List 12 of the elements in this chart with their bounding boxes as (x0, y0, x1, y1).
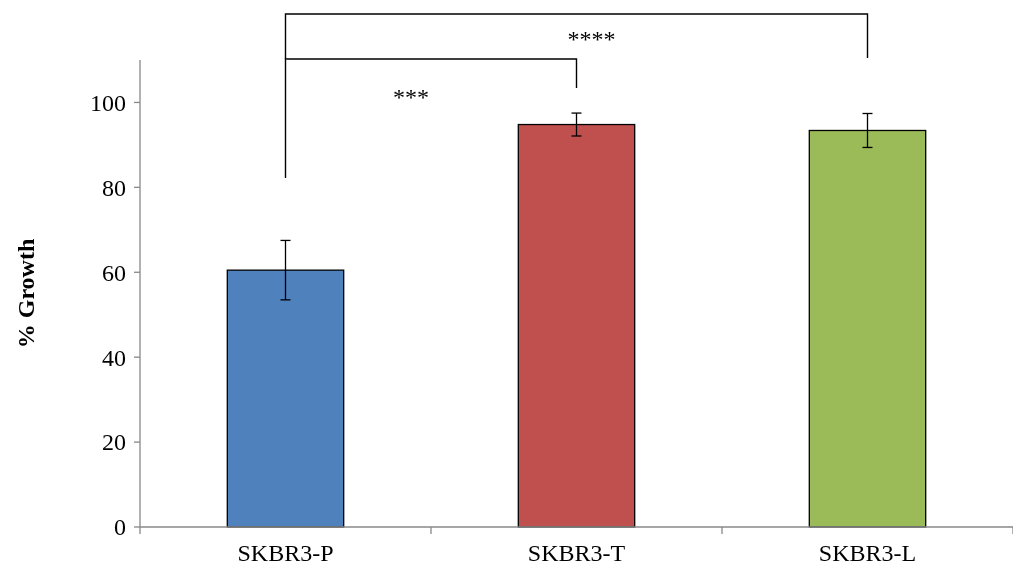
y-tick-label: 0 (114, 514, 126, 541)
y-tick-label: 100 (90, 89, 126, 116)
y-tick-label: 40 (102, 344, 126, 371)
x-tick-label: SKBR3-L (818, 540, 917, 566)
x-tick-label: SKBR3-T (527, 540, 626, 566)
y-tick-label: 60 (102, 259, 126, 286)
y-tick-label: 20 (102, 429, 126, 456)
y-tick-label: 80 (102, 174, 126, 201)
annotation: *** (393, 84, 429, 110)
y-axis-title: % Growth (13, 238, 39, 349)
x-tick-label: SKBR3-P (237, 540, 334, 566)
text: **** (567, 26, 616, 52)
